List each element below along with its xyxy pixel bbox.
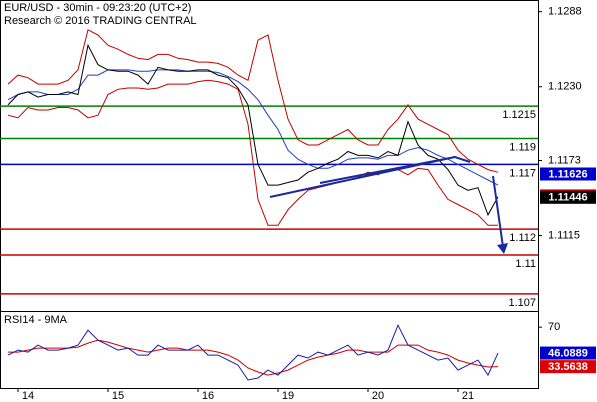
x-tick-label: 16 bbox=[202, 390, 214, 402]
level-label: 1.112 bbox=[509, 232, 536, 244]
y-tick-label: 1.1173 bbox=[548, 154, 581, 166]
level-label: 1.107 bbox=[508, 297, 536, 309]
level-label: 1.117 bbox=[509, 167, 536, 179]
arrow-head bbox=[497, 243, 508, 254]
y-tick-label: 1.1230 bbox=[548, 81, 582, 93]
rsi-panel bbox=[0, 311, 539, 389]
price-tag bbox=[540, 190, 596, 204]
x-tick-label: 20 bbox=[372, 390, 384, 402]
price-line bbox=[7, 43, 499, 217]
x-tick-label: 19 bbox=[282, 390, 294, 402]
forecast-arrow bbox=[492, 175, 504, 248]
price-tag bbox=[540, 346, 596, 360]
price-line bbox=[7, 29, 499, 173]
x-tick-label: 14 bbox=[22, 390, 34, 402]
main-panel bbox=[0, 0, 539, 312]
level-label: 1.119 bbox=[509, 141, 536, 153]
price-line bbox=[7, 69, 499, 186]
chart-subtitle: Research © 2016 TRADING CENTRAL bbox=[4, 15, 197, 27]
price-tag-label: 1.11626 bbox=[548, 168, 587, 180]
rsi-title: RSI14 - 9MA bbox=[4, 314, 68, 326]
price-tag-label: 46.0889 bbox=[548, 347, 588, 359]
y-tick-label: 1.1115 bbox=[548, 230, 580, 242]
x-tick-label: 21 bbox=[462, 390, 474, 402]
chart-title: EUR/USD - 30min - 09:23:20 (UTC+2) bbox=[4, 2, 191, 14]
y-tick-label: 70 bbox=[548, 321, 560, 333]
price-tag-label: 33.5638 bbox=[548, 361, 588, 373]
price-line bbox=[8, 339, 499, 376]
price-tag-label: 1.11446 bbox=[548, 192, 587, 204]
level-label: 1.1215 bbox=[502, 109, 536, 121]
level-label: 1.11 bbox=[515, 258, 536, 270]
price-tag bbox=[540, 360, 596, 374]
plot-layer: 1.12881.12301.11731.11151.12151.1191.117… bbox=[0, 6, 582, 402]
y-tick-label: 1.1288 bbox=[548, 6, 582, 18]
x-tick-label: 15 bbox=[112, 390, 124, 402]
trend-line bbox=[269, 155, 471, 198]
price-tag bbox=[540, 167, 596, 181]
price-line bbox=[7, 323, 499, 381]
price-line bbox=[7, 79, 498, 226]
